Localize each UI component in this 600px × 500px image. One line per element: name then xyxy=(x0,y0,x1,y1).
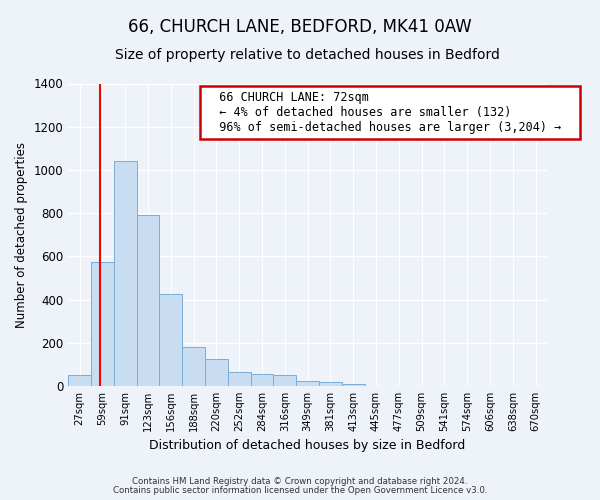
Bar xyxy=(182,347,205,386)
Bar xyxy=(68,375,91,386)
Y-axis label: Number of detached properties: Number of detached properties xyxy=(15,142,28,328)
Bar xyxy=(342,384,365,386)
Bar xyxy=(205,359,228,386)
Bar xyxy=(319,382,342,386)
Text: 66, CHURCH LANE, BEDFORD, MK41 0AW: 66, CHURCH LANE, BEDFORD, MK41 0AW xyxy=(128,18,472,36)
Text: 66 CHURCH LANE: 72sqm
  ← 4% of detached houses are smaller (132)
  96% of semi-: 66 CHURCH LANE: 72sqm ← 4% of detached h… xyxy=(205,91,575,134)
Bar xyxy=(251,374,274,386)
Title: Size of property relative to detached houses in Bedford: Size of property relative to detached ho… xyxy=(115,48,500,62)
X-axis label: Distribution of detached houses by size in Bedford: Distribution of detached houses by size … xyxy=(149,440,466,452)
Bar xyxy=(296,380,319,386)
Text: Contains HM Land Registry data © Crown copyright and database right 2024.: Contains HM Land Registry data © Crown c… xyxy=(132,478,468,486)
Bar xyxy=(228,372,251,386)
Text: Contains public sector information licensed under the Open Government Licence v3: Contains public sector information licen… xyxy=(113,486,487,495)
Bar xyxy=(137,216,160,386)
Bar xyxy=(91,262,114,386)
Bar xyxy=(160,294,182,386)
Bar xyxy=(114,162,137,386)
Bar xyxy=(274,375,296,386)
